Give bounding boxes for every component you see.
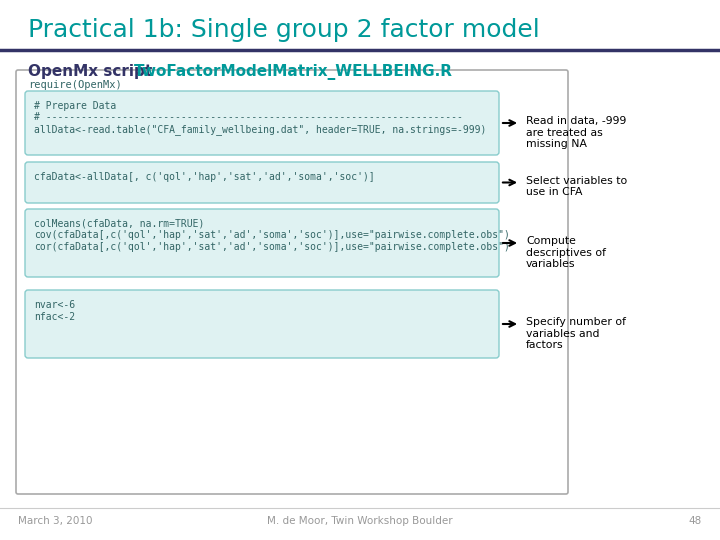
Text: March 3, 2010: March 3, 2010 bbox=[18, 516, 92, 526]
Text: Specify number of
variables and
factors: Specify number of variables and factors bbox=[526, 317, 626, 350]
FancyBboxPatch shape bbox=[25, 209, 499, 277]
Text: require(OpenMx): require(OpenMx) bbox=[28, 80, 122, 90]
Text: OpenMx script: OpenMx script bbox=[28, 64, 158, 79]
Text: cfaData<-allData[, c('qol','hap','sat','ad','soma','soc')]: cfaData<-allData[, c('qol','hap','sat','… bbox=[34, 172, 374, 182]
FancyBboxPatch shape bbox=[25, 290, 499, 358]
Text: nfac<-2: nfac<-2 bbox=[34, 312, 75, 321]
Text: M. de Moor, Twin Workshop Boulder: M. de Moor, Twin Workshop Boulder bbox=[267, 516, 453, 526]
Text: colMeans(cfaData, na.rm=TRUE): colMeans(cfaData, na.rm=TRUE) bbox=[34, 219, 204, 229]
Text: # Prepare Data: # Prepare Data bbox=[34, 101, 116, 111]
Text: Read in data, -999
are treated as
missing NA: Read in data, -999 are treated as missin… bbox=[526, 116, 626, 149]
Text: nvar<-6: nvar<-6 bbox=[34, 300, 75, 310]
Text: cov(cfaData[,c('qol','hap','sat','ad','soma','soc')],use="pairwise.complete.obs": cov(cfaData[,c('qol','hap','sat','ad','s… bbox=[34, 231, 510, 240]
FancyBboxPatch shape bbox=[16, 70, 568, 494]
Text: TwoFactorModelMatrix_WELLBEING.R: TwoFactorModelMatrix_WELLBEING.R bbox=[134, 64, 453, 80]
Text: # -----------------------------------------------------------------------: # --------------------------------------… bbox=[34, 112, 463, 123]
Text: Compute
descriptives of
variables: Compute descriptives of variables bbox=[526, 236, 606, 269]
FancyBboxPatch shape bbox=[25, 162, 499, 203]
Text: 48: 48 bbox=[689, 516, 702, 526]
Text: Practical 1b: Single group 2 factor model: Practical 1b: Single group 2 factor mode… bbox=[28, 18, 540, 42]
Text: cor(cfaData[,c('qol','hap','sat','ad','soma','soc')],use="pairwise.complete.obs": cor(cfaData[,c('qol','hap','sat','ad','s… bbox=[34, 242, 510, 252]
Text: allData<-read.table("CFA_family_wellbeing.dat", header=TRUE, na.strings=-999): allData<-read.table("CFA_family_wellbein… bbox=[34, 124, 487, 135]
Text: Select variables to
use in CFA: Select variables to use in CFA bbox=[526, 176, 627, 197]
FancyBboxPatch shape bbox=[25, 91, 499, 155]
